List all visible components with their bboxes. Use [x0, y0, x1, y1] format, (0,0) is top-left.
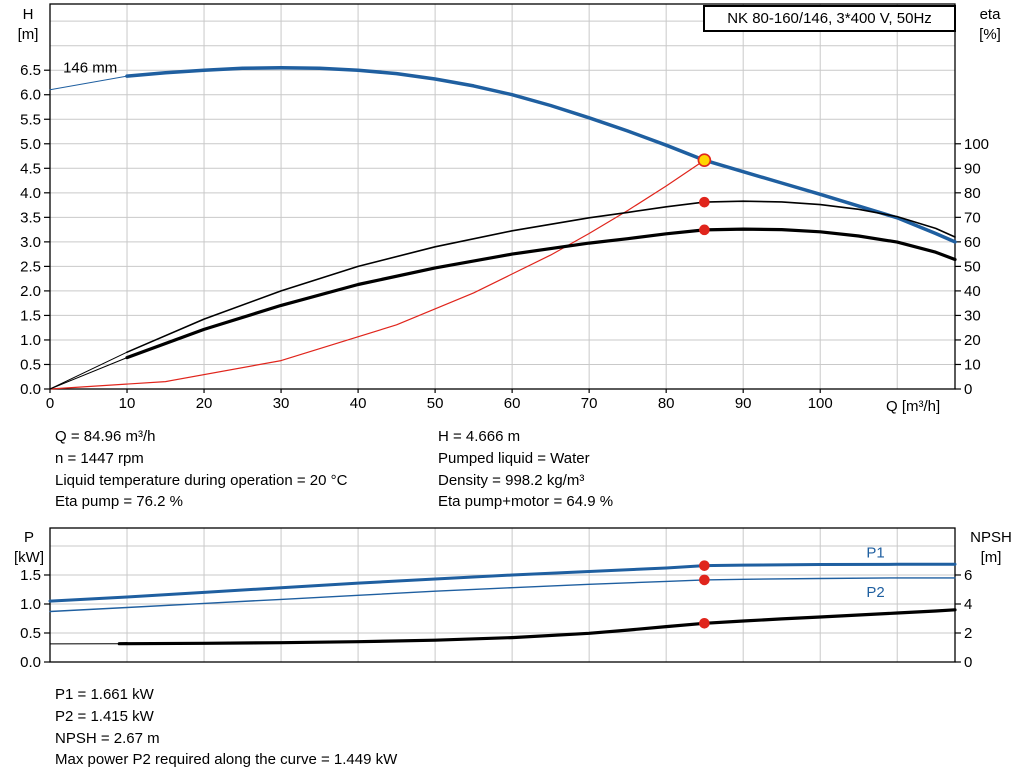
qh-x-ticklabel: 0 [46, 395, 54, 412]
qh-yright-ticklabel: 90 [964, 160, 981, 177]
qh-yleft-ticklabel: 5.0 [20, 136, 41, 153]
qh-x-ticklabel: 90 [735, 395, 752, 412]
info-line-eta-pump: Eta pump = 76.2 % [55, 493, 183, 511]
qh-yleft-ticklabel: 6.5 [20, 62, 41, 79]
qh-yright-ticklabel: 100 [964, 136, 989, 153]
qh-yright-ticklabel: 80 [964, 185, 981, 202]
qh-plot-frame [49, 3, 956, 390]
npsh-axis-label-symbol: NPSH [970, 529, 1012, 546]
qh-yright-ticklabel: 30 [964, 307, 981, 324]
impeller-diameter-label: 146 mm [63, 60, 117, 77]
qh-yleft-ticklabel: 6.0 [20, 87, 41, 104]
h-axis-label-symbol: H [22, 6, 34, 23]
qh-yleft-ticklabel: 3.0 [20, 234, 41, 251]
power-yright-ticklabel: 6 [964, 567, 972, 584]
info-line-head: H = 4.666 m [438, 428, 521, 445]
power-yright-ticklabel: 2 [964, 625, 972, 642]
power-yleft-ticklabel: 1.5 [20, 567, 41, 584]
power-yright-ticklabel: 0 [964, 654, 972, 671]
eta-axis-label: eta [%] [966, 5, 1014, 45]
power-plot-frame [49, 527, 956, 663]
info-line-p1: P1 = 1.661 kW [55, 686, 154, 703]
p1-curve-label: P1 [866, 545, 884, 562]
qh-x-ticklabel: 60 [504, 395, 521, 412]
eta-pump-curve [126, 200, 956, 354]
qh-x-ticklabel: 100 [808, 395, 833, 412]
pump-title-box: NK 80-160/146, 3*400 V, 50Hz [703, 5, 956, 32]
power-yleft-ticklabel: 0.0 [20, 654, 41, 671]
qh-yleft-ticklabel: 2.5 [20, 258, 41, 275]
qh-x-ticklabel: 80 [658, 395, 675, 412]
qh-yleft-ticklabel: 5.5 [20, 111, 41, 128]
p-axis-label-unit: [kW] [14, 549, 44, 566]
power-info: P1 = 1.661 kW P2 = 1.415 kW NPSH = 2.67 … [55, 684, 397, 771]
qh-yright-ticklabel: 50 [964, 258, 981, 275]
impeller-146mm-curve [125, 66, 957, 244]
info-line-p2: P2 = 1.415 kW [55, 707, 154, 725]
npsh-axis-label-unit: [m] [980, 549, 1002, 566]
qh-yright-ticklabel: 10 [964, 356, 981, 373]
info-line-pumped-liquid: Pumped liquid = Water [438, 449, 590, 467]
eta-pump-duty-point [699, 196, 710, 208]
h-axis-label-unit: [m] [17, 26, 39, 43]
duty-info-left: Q = 84.96 m³/h n = 1447 rpm Liquid tempe… [55, 426, 347, 513]
qh-yright-ticklabel: 70 [964, 209, 981, 226]
qh-yleft-ticklabel: 2.0 [20, 283, 41, 300]
p1-duty-point [699, 560, 710, 571]
qh-yright-ticklabel: 60 [964, 234, 981, 251]
qh-x-ticklabel: 10 [119, 395, 136, 412]
power-yright-ticklabel: 4 [964, 596, 972, 613]
qh-yright-ticklabel: 40 [964, 283, 981, 300]
eta-pump-motor-curve [125, 227, 957, 360]
h-axis-label: H [m] [8, 5, 48, 45]
eta-axis-label-unit: [%] [979, 26, 1001, 43]
qh-yleft-ticklabel: 0.5 [20, 356, 41, 373]
power-yleft-ticklabel: 0.5 [20, 625, 41, 642]
npsh-axis-label: NPSH [m] [962, 528, 1020, 568]
p-axis-label: P [kW] [8, 528, 50, 568]
qh-yleft-ticklabel: 4.0 [20, 185, 41, 202]
pump-title: NK 80-160/146, 3*400 V, 50Hz [727, 10, 932, 27]
qh-yleft-ticklabel: 1.0 [20, 332, 41, 349]
info-line-speed: n = 1447 rpm [55, 449, 144, 467]
info-line-npsh: NPSH = 2.67 m [55, 729, 160, 747]
qh-x-ticklabel: 40 [350, 395, 367, 412]
qh-yright-ticklabel: 0 [964, 381, 972, 398]
p2-curve-label: P2 [866, 584, 884, 601]
npsh-duty-point [699, 617, 710, 629]
p-axis-label-symbol: P [23, 529, 34, 546]
p2-curve [49, 577, 956, 613]
qh-yleft-ticklabel: 1.5 [20, 307, 41, 324]
p1-curve [48, 562, 957, 603]
qh-yleft-ticklabel: 4.5 [20, 160, 41, 177]
qh-x-ticklabel: 50 [427, 395, 444, 412]
eta-pump-motor-duty-point [699, 224, 710, 236]
info-line-liquid-temp: Liquid temperature during operation = 20… [55, 471, 348, 489]
duty-point [697, 153, 712, 167]
qh-yleft-ticklabel: 0.0 [20, 381, 41, 398]
info-line-max-power: Max power P2 required along the curve = … [55, 751, 398, 769]
qh-eta-chart: 0.0 0.5 1.0 1.5 2.0 2.5 3.0 3.5 4.0 4.5 5.0 5.5 6.0 6… [20, 3, 989, 412]
qh-x-ticklabel: 70 [581, 395, 598, 412]
power-npsh-chart: 0.0 0.5 1.0 1.5 0 2 4 6 P1 P2 [20, 527, 972, 671]
qh-yright-ticklabel: 20 [964, 332, 981, 349]
qh-x-ticklabel: 20 [196, 395, 213, 412]
power-yleft-ticklabel: 1.0 [20, 596, 41, 613]
npsh-curve [117, 608, 957, 646]
info-line-density: Density = 998.2 kg/m³ [438, 471, 585, 489]
info-line-q: Q = 84.96 m³/h [55, 428, 156, 445]
impeller-146mm-lead [49, 75, 128, 91]
system-curve [49, 159, 706, 390]
eta-pump-motor-lead [49, 357, 128, 390]
info-line-eta-pump-motor: Eta pump+motor = 64.9 % [438, 493, 614, 511]
eta-axis-label-symbol: eta [979, 6, 1001, 23]
p2-duty-point [699, 574, 710, 586]
eta-pump-lead [49, 351, 128, 390]
duty-info-right: H = 4.666 m Pumped liquid = Water Densit… [438, 426, 613, 513]
qh-x-ticklabel: 30 [273, 395, 290, 412]
qh-yleft-ticklabel: 3.5 [20, 209, 41, 226]
q-axis-label: Q [m³/h] [886, 398, 941, 415]
